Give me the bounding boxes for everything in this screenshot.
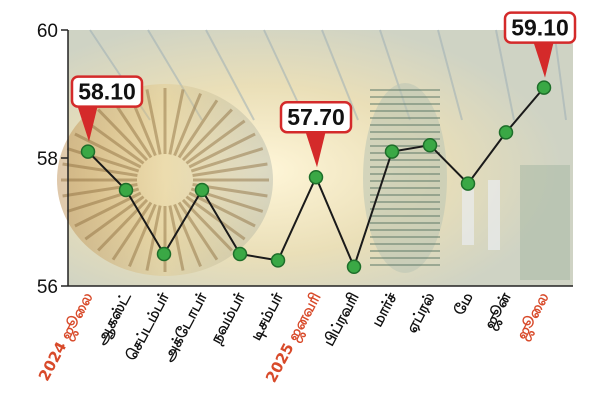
x-tick-label: பிப்ரவரி [320, 289, 363, 348]
x-tick-label: ஜூன் [481, 289, 516, 332]
value-callout: 59.10 [503, 11, 577, 78]
data-point [308, 169, 324, 185]
callout-label: 59.10 [511, 15, 569, 41]
y-axis-ticks: 56 58 60 [37, 21, 68, 298]
data-point [194, 182, 210, 198]
value-callout: 57.70 [279, 100, 353, 168]
callout-pointer [533, 40, 554, 78]
x-tick-label: ஏப்ரல் [402, 289, 438, 335]
x-tick-label: மே [450, 289, 477, 318]
value-callout: 58.10 [70, 75, 144, 142]
data-point [422, 137, 438, 153]
data-point [270, 253, 286, 268]
y-tick-label: 56 [37, 277, 58, 298]
y-tick-label: 58 [37, 149, 58, 170]
x-tick-label: 2024 ஜூலை [35, 289, 98, 384]
data-point [232, 246, 248, 262]
callout-label: 58.10 [78, 79, 136, 105]
x-axis-labels: 2024 ஜூலைஆகஸ்ட்செப்டம்பர்அக்டோபர்நவம்பர்… [35, 288, 554, 386]
x-tick-label: நவம்பர் [206, 288, 250, 347]
x-tick-label: டிசம்பர் [247, 288, 288, 343]
background-photo [57, 29, 573, 286]
x-tick-label: ஜூலை [513, 289, 553, 343]
y-tick-label: 60 [37, 21, 58, 42]
data-point [498, 125, 514, 140]
x-tick-label: ஆகஸ்ட் [92, 288, 135, 347]
callout-box [503, 11, 577, 44]
factory-roof-beams [89, 29, 567, 121]
data-point [118, 182, 134, 198]
data-point [156, 246, 172, 262]
series-group [80, 80, 552, 275]
x-tick-label: மார்ச் [368, 289, 401, 330]
callout-pointer [305, 130, 326, 168]
data-point [80, 144, 96, 159]
callout-label: 57.70 [287, 104, 345, 130]
callout-box [279, 100, 353, 134]
callouts-group: 58.10 57.70 59.10 [70, 11, 577, 168]
callout-box [70, 75, 144, 108]
callout-pointer [77, 104, 98, 142]
data-point [346, 259, 362, 275]
turbine-blades-left [61, 88, 269, 272]
data-point [460, 176, 476, 191]
data-point [384, 144, 400, 159]
data-point [536, 80, 552, 95]
